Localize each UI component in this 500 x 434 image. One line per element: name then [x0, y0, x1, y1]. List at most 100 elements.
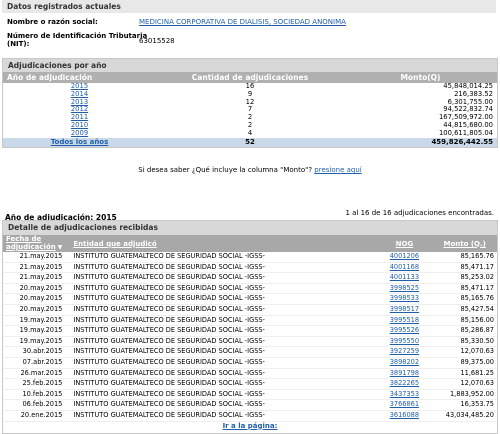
year-amount: 167,509,972.00: [438, 113, 493, 122]
nog-link[interactable]: 4001168: [389, 262, 420, 271]
results-count: 1 al 16 de 16 adjudicaciones encontradas…: [345, 209, 494, 217]
year-link[interactable]: 2012: [70, 105, 89, 114]
pagination-link[interactable]: Ir a la página:: [222, 421, 278, 430]
year-amount: 6,301,755.00: [447, 97, 493, 106]
date-sort-link[interactable]: Fecha de adjudicación: [6, 235, 56, 251]
award-amount: 85,471.17: [432, 262, 497, 274]
award-date: 20.may.2015: [3, 283, 66, 295]
award-amount: 85,330.50: [432, 336, 497, 348]
nog-link[interactable]: 3995550: [389, 336, 420, 345]
nog-link[interactable]: 3995518: [389, 315, 420, 324]
award-date: 10.feb.2015: [3, 389, 66, 401]
total-amount: 459,826,442.55: [344, 137, 497, 147]
table-row: 21.may.2015 INSTITUTO GUATEMALTECO DE SEG…: [3, 262, 497, 274]
awards-by-year-title: Adjudicaciones por año: [3, 59, 497, 72]
nog-link[interactable]: 3995526: [389, 326, 420, 335]
awarding-entity: INSTITUTO GUATEMALTECO DE SEGURIDAD SOCI…: [65, 346, 377, 358]
award-date: 19.may.2015: [3, 325, 66, 337]
year-row: 2013 12 6,301,755.00: [3, 97, 497, 107]
award-amount: 89,375.00: [432, 357, 497, 369]
year-count: 2: [247, 113, 253, 122]
awarding-entity: INSTITUTO GUATEMALTECO DE SEGURIDAD SOCI…: [65, 262, 377, 274]
year-column-header: Año de adjudicación: [3, 72, 156, 83]
nog-link[interactable]: 3998517: [389, 304, 420, 313]
awards-total-row: Todos los años 52 459,826,442.55: [3, 137, 497, 147]
amount-sort-link[interactable]: Monto (Q.): [443, 239, 486, 248]
registered-data-title: Datos registrados actuales: [2, 0, 496, 13]
nog-link[interactable]: 3822265: [389, 379, 420, 388]
year-count: 2: [247, 120, 253, 129]
sort-desc-icon: ▼: [57, 244, 63, 251]
award-amount: 12,070.63: [432, 346, 497, 358]
date-column-header[interactable]: Fecha de adjudicación ▼: [3, 235, 66, 252]
year-count: 9: [247, 89, 253, 98]
awarding-entity: INSTITUTO GUATEMALTECO DE SEGURIDAD SOCI…: [65, 410, 377, 422]
awarding-entity: INSTITUTO GUATEMALTECO DE SEGURIDAD SOCI…: [65, 378, 377, 390]
nit-value: 63015528: [139, 37, 175, 45]
awarding-entity: INSTITUTO GUATEMALTECO DE SEGURIDAD SOCI…: [65, 389, 377, 401]
year-row: 2014 9 216,383.52: [3, 89, 497, 99]
year-link[interactable]: 2011: [70, 113, 89, 122]
count-column-header: Cantidad de adjudicaciones: [156, 72, 344, 83]
awarding-entity: INSTITUTO GUATEMALTECO DE SEGURIDAD SOCI…: [65, 293, 377, 305]
award-amount: 11,681.25: [432, 368, 497, 380]
award-date: 19.may.2015: [3, 336, 66, 348]
award-date: 20.ene.2015: [3, 410, 66, 422]
award-amount: 85,156.00: [432, 315, 497, 327]
registered-data-panel: Datos registrados actuales Nombre o razó…: [2, 0, 496, 50]
award-date: 26.mar.2015: [3, 368, 66, 380]
year-link[interactable]: 2014: [70, 89, 89, 98]
company-name-link[interactable]: MEDICINA CORPORATIVA DE DIALISIS, SOCIED…: [139, 18, 346, 26]
year-link[interactable]: 2013: [70, 97, 89, 106]
entity-sort-link[interactable]: Entidad que adjudicó: [73, 239, 157, 248]
nit-label-line2: (NIT):: [7, 40, 30, 48]
nog-link[interactable]: 4001133: [389, 273, 420, 282]
award-amount: 85,165.76: [432, 252, 497, 263]
award-date: 20.may.2015: [3, 304, 66, 316]
awarding-entity: INSTITUTO GUATEMALTECO DE SEGURIDAD SOCI…: [65, 315, 377, 327]
company-name-row: Nombre o razón social: MEDICINA CORPORAT…: [2, 18, 496, 32]
nog-link[interactable]: 3927259: [389, 347, 420, 356]
awarding-entity: INSTITUTO GUATEMALTECO DE SEGURIDAD SOCI…: [65, 283, 377, 295]
table-row: 07.abr.2015 INSTITUTO GUATEMALTECO DE SEG…: [3, 357, 497, 369]
award-date: 07.abr.2015: [3, 357, 66, 369]
table-row: 20.ene.2015 INSTITUTO GUATEMALTECO DE SEG…: [3, 410, 497, 422]
year-link[interactable]: 2015: [70, 82, 89, 90]
awards-by-year-table: Año de adjudicación Cantidad de adjudica…: [3, 72, 497, 147]
nog-link[interactable]: 3766861: [389, 400, 420, 409]
nit-label-line1: Número de Identificación Tributaria: [7, 32, 148, 40]
year-link[interactable]: 2009: [70, 128, 89, 137]
all-years-link[interactable]: Todos los años: [50, 138, 109, 147]
table-row: 10.feb.2015 INSTITUTO GUATEMALTECO DE SEG…: [3, 389, 497, 401]
award-date: 20.may.2015: [3, 293, 66, 305]
nog-link[interactable]: 4001206: [389, 252, 420, 260]
year-count: 4: [247, 128, 253, 137]
table-row: 19.may.2015 INSTITUTO GUATEMALTECO DE SEG…: [3, 336, 497, 348]
amount-column-header: Monto(Q): [344, 72, 497, 83]
table-row: 19.may.2015 INSTITUTO GUATEMALTECO DE SEG…: [3, 325, 497, 337]
year-count: 7: [247, 105, 253, 114]
press-here-link[interactable]: presione aquí: [314, 166, 362, 174]
awarding-entity: INSTITUTO GUATEMALTECO DE SEGURIDAD SOCI…: [65, 252, 377, 263]
nog-sort-link[interactable]: NOG: [395, 239, 414, 248]
nog-link[interactable]: 3898202: [389, 357, 420, 366]
company-name-label: Nombre o razón social:: [7, 18, 98, 26]
year-link[interactable]: 2010: [70, 120, 89, 129]
awards-by-year-header: Año de adjudicación Cantidad de adjudica…: [3, 72, 497, 83]
nog-link[interactable]: 3437353: [389, 389, 420, 398]
awarding-entity: INSTITUTO GUATEMALTECO DE SEGURIDAD SOCI…: [65, 368, 377, 380]
award-amount: 16,353.75: [432, 399, 497, 411]
year-amount: 216,383.52: [454, 89, 493, 98]
nog-link[interactable]: 3891798: [389, 368, 420, 377]
award-details-title: Detalle de adjudicaciones recibidas: [3, 221, 497, 235]
year-amount: 94,522,832.74: [443, 105, 493, 114]
award-date: 25.feb.2015: [3, 378, 66, 390]
award-details-panel: Detalle de adjudicaciones recibidas Fech…: [2, 220, 498, 434]
nog-link[interactable]: 3998533: [389, 294, 420, 303]
nog-link[interactable]: 3616088: [389, 410, 420, 419]
table-row: 21.may.2015 INSTITUTO GUATEMALTECO DE SEG…: [3, 272, 497, 284]
nog-link[interactable]: 3998525: [389, 283, 420, 292]
award-amount: 12,070.63: [432, 378, 497, 390]
award-amount: 85,286.87: [432, 325, 497, 337]
award-date: 30.abr.2015: [3, 346, 66, 358]
